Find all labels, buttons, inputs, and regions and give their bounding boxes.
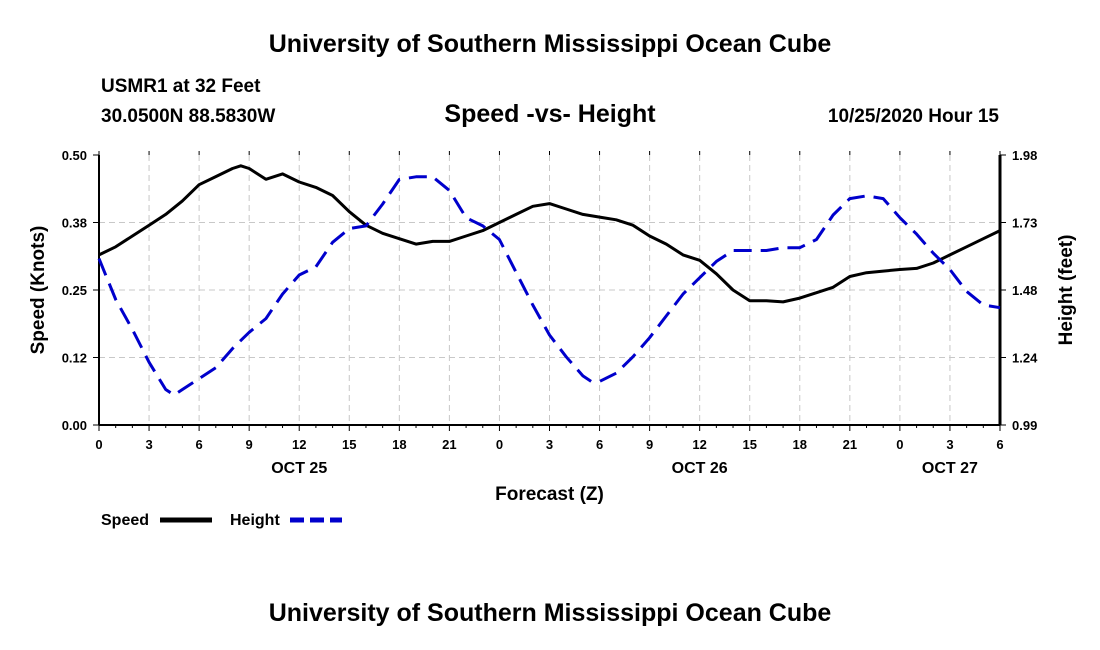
x-tick-label: 0	[496, 437, 503, 452]
x-tick-label: 3	[946, 437, 953, 452]
tick-labels: 0 3 6 9 12 15 18 21 0 3 6 9 12 15 18 21 0 3 6 0.00 0.12 0.25 0…	[28, 148, 1077, 505]
date-label: OCT 27	[922, 460, 978, 477]
chart-footer-title: University of Southern Mississippi Ocean…	[268, 599, 832, 627]
x-tick-label: 15	[342, 437, 356, 452]
y-right-axis-title: Height (feet)	[1056, 235, 1077, 346]
y-left-axis-title: Speed (Knots)	[28, 226, 49, 355]
x-tick-label: 6	[996, 437, 1003, 452]
series-line-speed	[98, 164, 1001, 304]
x-tick-label: 3	[145, 437, 152, 452]
x-tick-label: 6	[195, 437, 202, 452]
y-right-tick-label: 1.73	[1012, 216, 1037, 231]
x-tick-label: 18	[392, 437, 406, 452]
y-right-tick-label: 1.24	[1012, 351, 1038, 366]
grid-lines	[99, 155, 1000, 425]
station-coordinates: 30.0500N 88.5830W	[101, 106, 276, 127]
x-tick-label: 0	[95, 437, 102, 452]
y-right-tick-label: 1.48	[1012, 283, 1037, 298]
y-right-tick-label: 0.99	[1012, 418, 1037, 433]
x-tick-label: 21	[442, 437, 456, 452]
y-left-tick-label: 0.38	[62, 216, 87, 231]
x-tick-label: 9	[646, 437, 653, 452]
x-tick-label: 18	[793, 437, 807, 452]
x-tick-label: 3	[546, 437, 553, 452]
date-label: OCT 25	[271, 460, 327, 477]
y-left-tick-label: 0.50	[62, 148, 87, 163]
axes	[93, 151, 1006, 431]
x-tick-label: 15	[742, 437, 756, 452]
x-tick-label: 21	[843, 437, 857, 452]
chart-subtitle: Speed -vs- Height	[444, 100, 656, 128]
x-tick-label: 0	[896, 437, 903, 452]
legend-label-speed: Speed	[101, 512, 149, 529]
forecast-datetime: 10/25/2020 Hour 15	[827, 106, 999, 127]
legend: Speed Height	[101, 512, 342, 529]
x-tick-label: 12	[692, 437, 706, 452]
x-axis-title: Forecast (Z)	[495, 484, 604, 505]
chart-main-title: University of Southern Mississippi Ocean…	[268, 30, 832, 58]
legend-label-height: Height	[230, 512, 280, 529]
y-right-tick-label: 1.98	[1012, 148, 1037, 163]
station-label: USMR1 at 32 Feet	[101, 76, 261, 97]
y-left-tick-label: 0.00	[62, 418, 87, 433]
x-tick-label: 9	[246, 437, 253, 452]
date-label: OCT 26	[672, 460, 728, 477]
y-left-tick-label: 0.12	[62, 351, 87, 366]
series-lines	[97, 164, 1001, 397]
y-left-tick-label: 0.25	[62, 283, 87, 298]
x-tick-label: 12	[292, 437, 306, 452]
series-line-height	[97, 175, 1001, 397]
x-tick-label: 6	[596, 437, 603, 452]
